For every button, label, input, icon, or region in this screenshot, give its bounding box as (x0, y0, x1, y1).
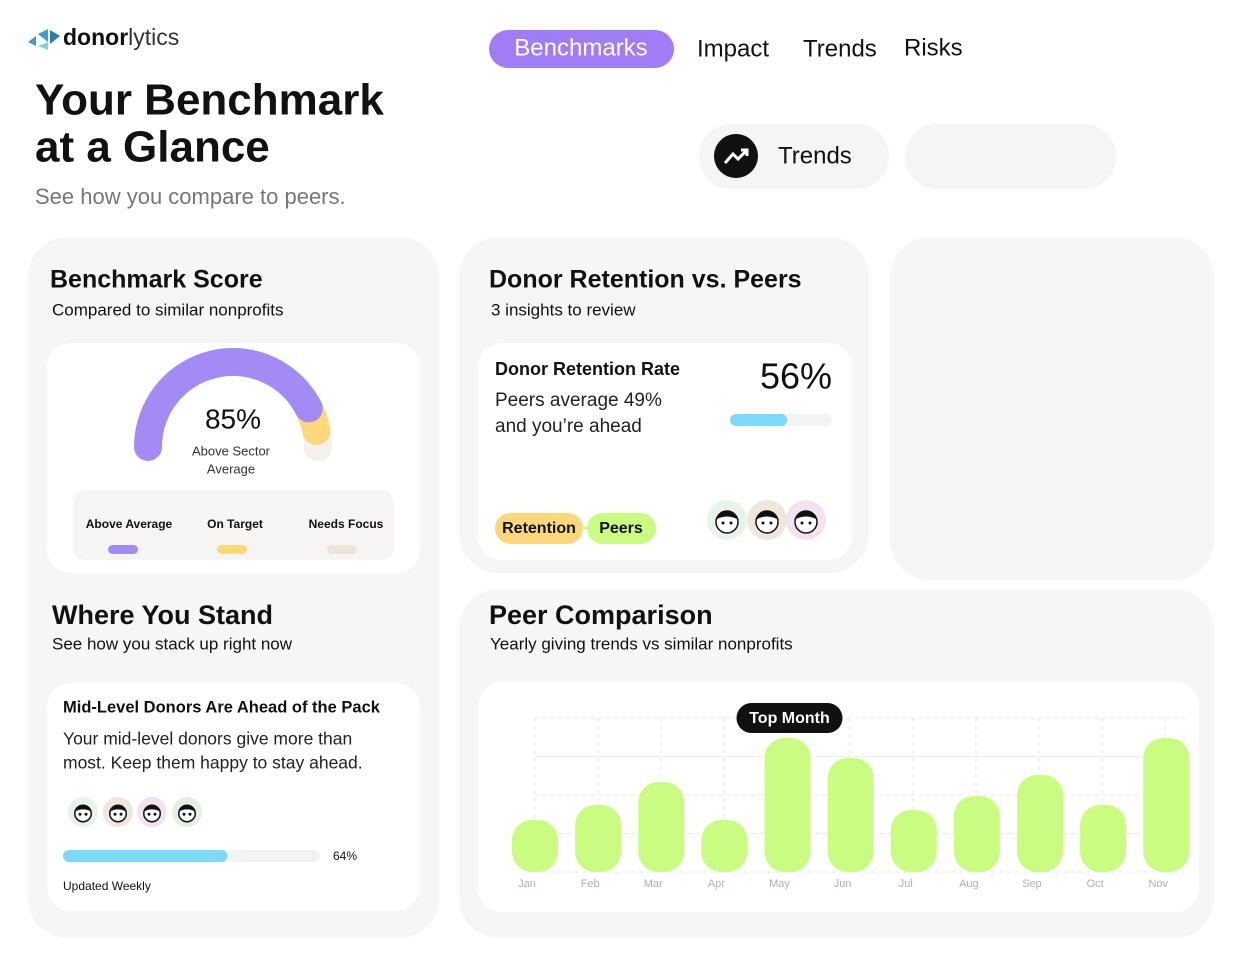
logo: donorlytics (63, 24, 179, 50)
retention-body: Peers average 49% (495, 390, 662, 411)
progress-fill (730, 414, 788, 426)
avatar (113, 812, 117, 816)
x-tick-label: May (769, 878, 790, 890)
avatar (808, 521, 812, 525)
card-title: Peer Comparison (489, 600, 713, 630)
x-tick-label: Jan (518, 878, 536, 890)
x-tick-label: Feb (581, 878, 600, 890)
trend-icon (741, 148, 749, 156)
avatar (109, 804, 127, 812)
page-title: Your Benchmark (35, 76, 384, 125)
annotation-pill (736, 703, 843, 733)
card-subtitle: Yearly giving trends vs similar nonprofi… (490, 634, 793, 653)
card-subtitle: See how you stack up right now (52, 634, 293, 653)
avatar (74, 804, 92, 812)
retention-body: and you’re ahead (495, 416, 642, 437)
progress-label: 64% (333, 849, 357, 863)
insight-body: Your mid-level donors give more than (63, 729, 352, 749)
x-tick-label: Aug (959, 878, 979, 890)
avatar (147, 812, 151, 816)
quick-link-label[interactable]: Trends (778, 142, 852, 169)
avatar (721, 521, 725, 525)
avatar (794, 510, 818, 520)
avatar (119, 812, 123, 816)
x-tick-label: Sep (1022, 878, 1042, 890)
card-title: Benchmark Score (50, 266, 263, 294)
avatar (178, 804, 196, 812)
avatar (729, 521, 733, 525)
x-tick-label: Jun (834, 878, 852, 890)
bar (764, 738, 811, 872)
trend-icon (723, 148, 749, 164)
nav-item[interactable]: Risks (904, 34, 963, 61)
insight-body: most. Keep them happy to stay ahead. (63, 753, 363, 773)
progress-fill (63, 850, 228, 862)
card-subtitle: 3 insights to review (491, 300, 636, 319)
avatar (153, 812, 157, 816)
nav-item[interactable]: Impact (697, 35, 769, 62)
page-title: at a Glance (35, 123, 270, 172)
legend-swatch (217, 545, 247, 554)
logo-icon (28, 29, 60, 50)
bar (827, 758, 874, 872)
tag[interactable] (495, 513, 583, 544)
gauge-value: 85% (205, 403, 261, 434)
legend (73, 490, 394, 560)
avatar (188, 812, 192, 816)
legend-swatch (327, 545, 357, 554)
empty-pill (905, 124, 1116, 189)
gauge-fill (134, 348, 323, 461)
gauge-caption: Above Sector (192, 443, 271, 458)
legend-label: On Target (207, 517, 263, 531)
gauge (134, 348, 332, 461)
insight-panel (47, 683, 420, 911)
legend-label: Needs Focus (309, 517, 384, 531)
card (890, 237, 1214, 580)
x-tick-label: Oct (1087, 878, 1104, 890)
avatar (755, 510, 779, 520)
card-title: Where You Stand (52, 600, 273, 630)
gauge-caption: Average (207, 461, 255, 476)
bar (1143, 738, 1190, 872)
bar (575, 805, 622, 872)
avatar (143, 804, 161, 812)
avatar (715, 510, 739, 520)
nav-item[interactable]: Trends (803, 35, 877, 62)
bar (638, 782, 685, 872)
card-title: Donor Retention vs. Peers (489, 266, 802, 294)
nav-item[interactable]: Benchmarks (514, 34, 647, 61)
tag[interactable] (587, 513, 656, 544)
tag-label[interactable]: Retention (502, 520, 576, 537)
avatar (78, 812, 82, 816)
avatar (182, 812, 186, 816)
retention-rate: 56% (760, 356, 832, 397)
x-tick-label: Apr (708, 878, 725, 890)
card-subtitle: Compared to similar nonprofits (52, 300, 283, 319)
legend-swatch (108, 545, 138, 554)
avatar (800, 521, 804, 525)
avatar (761, 521, 765, 525)
avatar (84, 812, 88, 816)
tag-label[interactable]: Peers (599, 520, 643, 537)
retention-title: Donor Retention Rate (495, 359, 680, 379)
bar (1017, 775, 1064, 872)
footer-note: Updated Weekly (63, 879, 151, 893)
avatar (769, 521, 773, 525)
bar (890, 810, 937, 872)
page-subtitle: See how you compare to peers. (35, 184, 346, 209)
x-tick-label: Jul (899, 878, 913, 890)
bar (512, 820, 558, 872)
legend-label: Above Average (86, 517, 173, 531)
bar (1080, 805, 1127, 872)
bar (953, 796, 1000, 872)
x-tick-label: Mar (644, 878, 663, 890)
nav-active-pill[interactable] (489, 30, 674, 68)
x-tick-label: Nov (1148, 878, 1168, 890)
bar (701, 820, 748, 872)
insight-title: Mid-Level Donors Are Ahead of the Pack (63, 698, 381, 716)
annotation: Top Month (749, 710, 830, 727)
bar-chart: Jan Feb Mar Apr May Jun Jul Aug Sep Oct Nov Top Mon… (512, 703, 1190, 890)
